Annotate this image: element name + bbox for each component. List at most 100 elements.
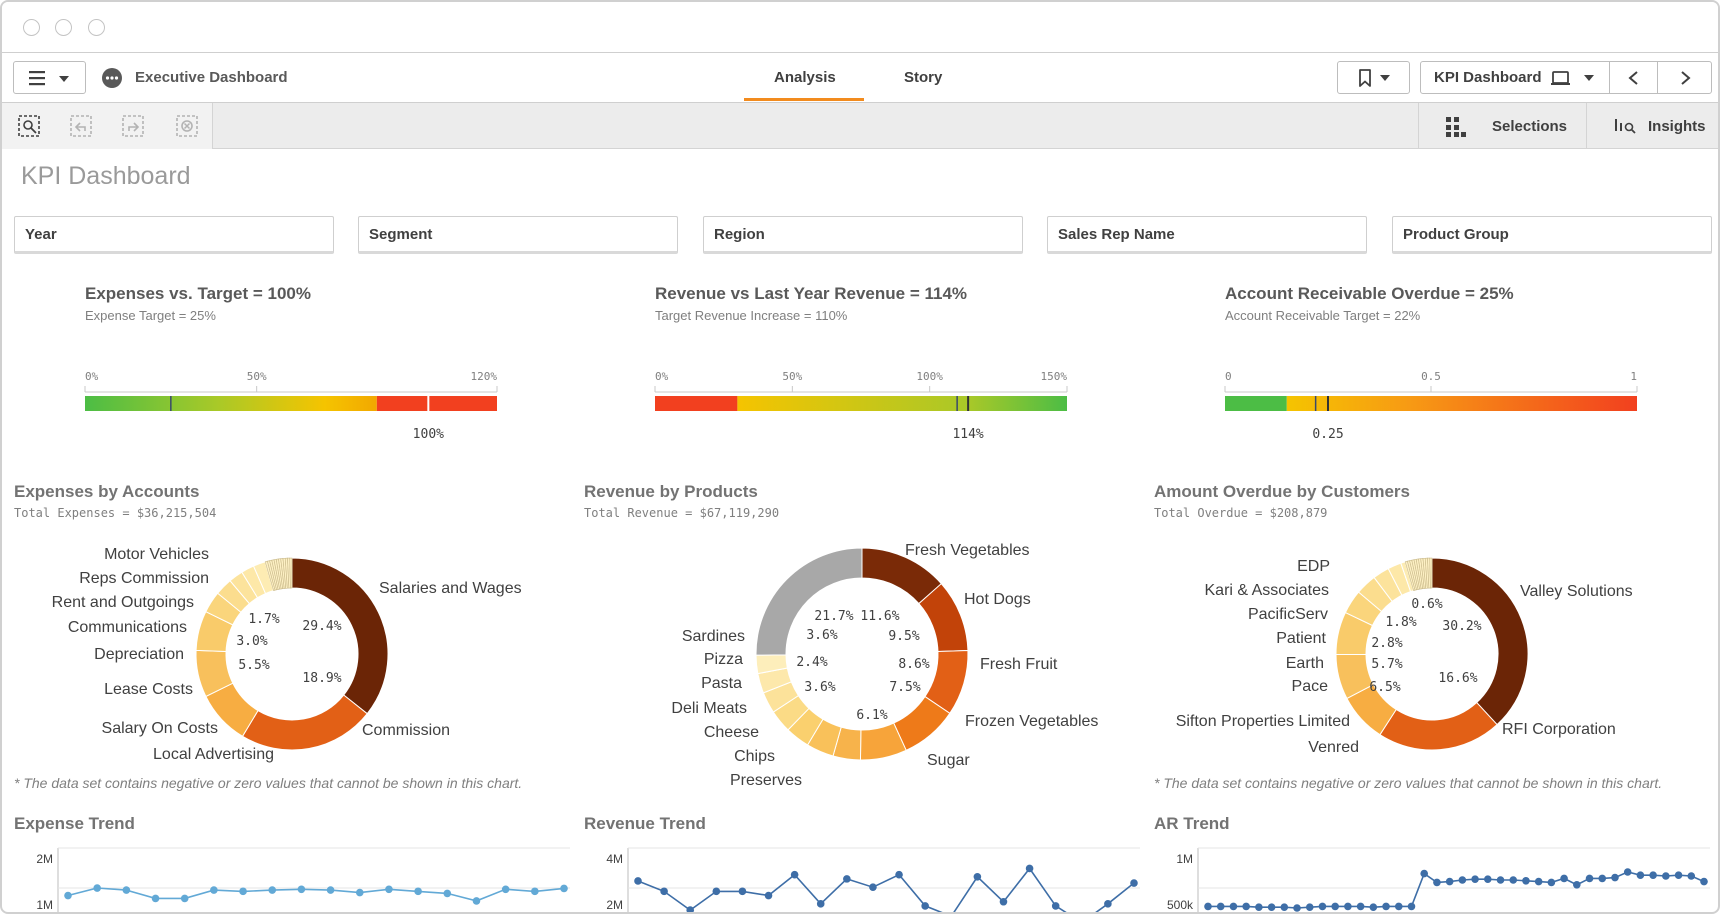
trend-point [1547, 878, 1556, 887]
donut-category-label: Sugar [927, 752, 970, 769]
trend-point [1623, 868, 1632, 876]
trend-point [326, 886, 335, 894]
trend-point [210, 886, 218, 894]
donut-percent-label: 8.6% [898, 657, 929, 672]
gauge-title: Revenue vs Last Year Revenue = 114% [655, 284, 968, 303]
sheet-selector-button[interactable]: KPI Dashboard [1420, 61, 1610, 94]
filter-year[interactable]: Year [14, 216, 334, 254]
selections-label: Selections [1492, 118, 1568, 135]
gauge-tick-label: 0% [85, 370, 99, 383]
app-icon [102, 68, 122, 88]
trend-point [790, 870, 799, 879]
bookmarks-button[interactable] [1337, 61, 1410, 94]
gauge-value-label: 0.25 [1312, 427, 1343, 442]
trend-point [1483, 875, 1492, 883]
trend-charts: 2M 1M 4M 2M 1M 500k [36, 847, 1710, 912]
gauge-subtitle: Expense Target = 25% [85, 308, 216, 323]
donut-category-label: Reps Commission [79, 570, 209, 587]
trend-point [501, 885, 510, 894]
donut-percent-label: 6.5% [1369, 680, 1400, 695]
donut-category-label: EDP [1297, 558, 1330, 575]
selections-button[interactable]: Selections [1432, 103, 1582, 149]
donut-category-label: Frozen Vegetables [965, 713, 1098, 730]
donut-percent-label: 0.6% [1411, 597, 1442, 612]
donut-percent-label: 1.8% [1385, 615, 1416, 630]
step-forward-icon[interactable] [122, 115, 144, 137]
trend-point [921, 902, 929, 910]
trend-point [816, 900, 825, 908]
trend-point [1611, 873, 1619, 882]
trend-point [1356, 902, 1365, 911]
donut-category-label: Earth [1286, 655, 1324, 672]
step-back-icon[interactable] [70, 115, 92, 137]
chart-footnote: * The data set contains negative or zero… [1154, 775, 1663, 791]
donut-category-label: Valley Solutions [1520, 583, 1633, 600]
filter-sales-rep-name[interactable]: Sales Rep Name [1047, 216, 1367, 254]
trend-point [843, 875, 851, 883]
donut-category-label: Salaries and Wages [379, 580, 522, 597]
trend-point [1433, 878, 1441, 887]
trend-point [355, 888, 364, 897]
chart-footnote: * The data set contains negative or zero… [14, 775, 523, 791]
global-menu-button[interactable] [13, 61, 86, 94]
trend-point [443, 889, 452, 898]
donut-slice [755, 547, 863, 656]
gauge-band [85, 396, 377, 411]
tab-story[interactable]: Story [904, 69, 943, 86]
trend-point [895, 870, 903, 879]
previous-sheet-button[interactable] [1609, 61, 1658, 94]
trend-point [1229, 902, 1238, 911]
filter-product-group[interactable]: Product Group [1392, 216, 1712, 254]
donut-slice-small [289, 557, 293, 589]
donut-category-label: Local Advertising [153, 746, 274, 763]
trend-point [239, 887, 247, 896]
gauge-subtitle: Target Revenue Increase = 110% [655, 308, 848, 323]
gauge-band [1225, 396, 1287, 411]
filter-region[interactable]: Region [703, 216, 1023, 254]
gauge-bars: 0% 50% 120% 100% 0% 50% 100% 150% 114% 0 0.5 1 0.25 [84, 370, 1638, 442]
window-maximize-button[interactable] [88, 19, 105, 36]
trend-point [1293, 904, 1301, 912]
toolbar-divider [1586, 103, 1587, 149]
sheet-selector-label: KPI Dashboard [1434, 69, 1542, 86]
smart-search-icon[interactable] [18, 115, 40, 137]
donut-category-label: Pace [1292, 678, 1329, 695]
donut-percent-label: 2.8% [1371, 636, 1402, 651]
trend-line [67, 887, 565, 902]
trend-point [531, 887, 539, 896]
donut-percent-label: 1.7% [248, 612, 279, 627]
gauge-value-label: 114% [952, 427, 983, 442]
gauge-value-label: 100% [413, 427, 444, 442]
trend-point [122, 886, 131, 894]
clear-selections-icon[interactable] [176, 115, 198, 137]
trend-title: Expense Trend [14, 814, 135, 833]
insights-button[interactable]: Insights [1602, 103, 1718, 149]
gauge-tick-label: 0% [655, 370, 669, 383]
donut-category-label: RFI Corporation [1502, 721, 1616, 738]
trend-point [1445, 877, 1454, 886]
navigation-bar: Executive Dashboard Analysis Story KPI D… [2, 53, 1718, 103]
donut-percent-label: 11.6% [860, 609, 899, 624]
next-sheet-button[interactable] [1657, 61, 1712, 94]
trend-point [1344, 902, 1352, 911]
donut-category-label: Venred [1308, 739, 1359, 756]
donut-category-label: Chips [734, 748, 775, 765]
trend-point [1534, 877, 1543, 886]
trend-point [1407, 902, 1416, 911]
donut-category-label: Sardines [682, 628, 745, 645]
trend-point [1025, 864, 1034, 873]
filter-segment[interactable]: Segment [358, 216, 678, 254]
donut-percent-label: 30.2% [1442, 619, 1481, 634]
window-close-button[interactable] [23, 19, 40, 36]
window-minimize-button[interactable] [55, 19, 72, 36]
trend-point [560, 884, 568, 893]
trend-point [1216, 902, 1225, 911]
trend-point [1051, 902, 1060, 910]
donut-category-label: PacificServ [1248, 606, 1328, 623]
tab-analysis[interactable]: Analysis [774, 69, 836, 86]
trend-point [1649, 871, 1657, 879]
chart-subtitle: Total Expenses = $36,215,504 [14, 506, 217, 520]
trend-point [64, 891, 72, 900]
trend-point [999, 897, 1008, 906]
